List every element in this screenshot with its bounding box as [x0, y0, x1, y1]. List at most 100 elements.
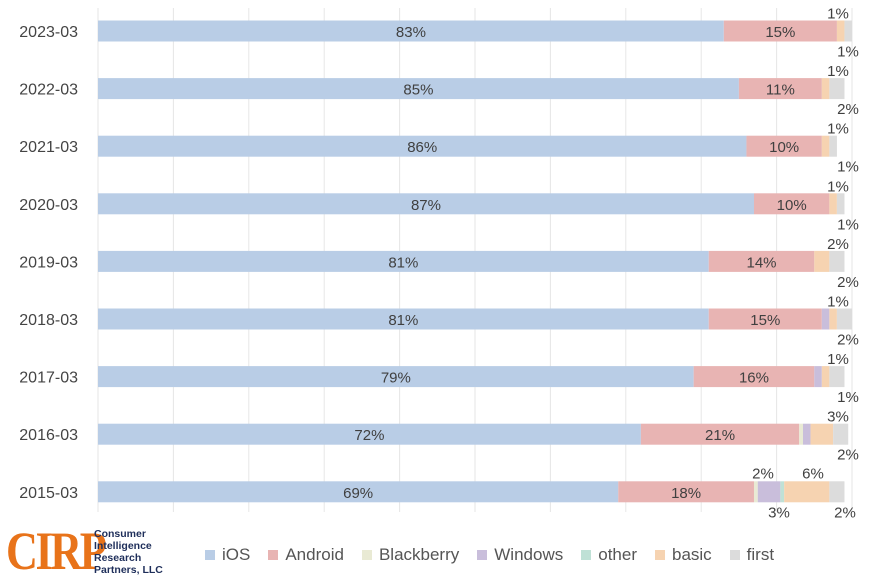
bar-segment-first: [833, 423, 849, 445]
legend-label: other: [598, 545, 637, 564]
data-label-android: 11%: [766, 82, 795, 99]
data-label-small: 1%: [827, 294, 849, 311]
legend-item-windows: Windows: [477, 545, 563, 565]
data-label-small: 2%: [827, 236, 849, 253]
bar-segment-ios: [98, 20, 724, 42]
legend-swatch: [729, 550, 740, 560]
bars: [98, 20, 852, 503]
bar-segment-ios: [98, 193, 754, 215]
bar-segment-first: [836, 308, 852, 330]
legend-item-android: Android: [268, 545, 344, 565]
data-label-small: 2%: [837, 332, 859, 349]
data-label-small: 6%: [802, 465, 824, 482]
bar-segment-basic: [829, 193, 837, 215]
data-label-small: 1%: [837, 44, 859, 61]
legend-label: Blackberry: [378, 545, 460, 564]
legend-swatch: [268, 550, 279, 560]
legend-item-ios: iOS: [205, 545, 250, 565]
bar-segment-windows: [821, 308, 830, 330]
data-label-small: 2%: [834, 504, 856, 521]
data-label-small: 2%: [837, 447, 859, 464]
category-label: 2019-03: [19, 254, 78, 271]
data-label-ios: 87%: [411, 197, 441, 214]
legend-label: iOS: [222, 545, 251, 564]
data-label-android: 16%: [739, 370, 769, 387]
bar-segment-android: [640, 423, 800, 445]
value-labels: 83% 15% 1% 1% 85% 11% 1% 2% 86% 10% 1% 1% 87% 10% 1% 1%…: [343, 6, 859, 522]
data-label-android: 15%: [765, 24, 795, 41]
bar-segment-first: [836, 193, 845, 215]
bar-segment-ios: [98, 366, 694, 388]
legend-label: Windows: [494, 545, 564, 564]
legend-swatch: [205, 550, 215, 560]
data-label-small: 3%: [827, 409, 849, 426]
bar-segment-android: [746, 135, 822, 157]
legend-label: first: [746, 545, 775, 564]
bar-segment-first: [829, 135, 837, 157]
legend-label: basic: [671, 545, 712, 564]
bar-segment-basic: [821, 366, 830, 388]
data-label-small: 1%: [837, 216, 859, 233]
data-label-ios: 69%: [343, 485, 373, 502]
bar-segment-first: [829, 250, 845, 272]
bar-segment-ios: [98, 423, 641, 445]
bar-segment-basic: [814, 250, 830, 272]
bar-segment-windows: [802, 423, 811, 445]
bar-segment-ios: [98, 308, 709, 330]
bar-segment-ios: [98, 78, 739, 100]
data-label-ios: 83%: [396, 24, 426, 41]
data-label-ios: 86%: [407, 139, 437, 156]
bar-segment-android: [708, 250, 815, 272]
legend-swatch: [581, 550, 592, 560]
legend: iOS Android Blackberry Windows other basic fir…: [205, 541, 792, 569]
category-label: 2015-03: [19, 485, 78, 502]
legend-swatch: [477, 550, 488, 560]
bar-segment-ios: [98, 481, 619, 503]
legend-item-other: other: [581, 545, 637, 565]
data-label-android: 15%: [750, 312, 780, 329]
bar-segment-first: [844, 20, 852, 42]
bar-segment-android: [708, 308, 822, 330]
data-label-small: 2%: [837, 101, 859, 118]
bar-segment-basic: [836, 20, 845, 42]
data-label-small: 2%: [752, 465, 774, 482]
category-label: 2022-03: [19, 82, 78, 99]
legend-item-blackberry: Blackberry: [361, 545, 460, 565]
bar-segment-windows: [814, 366, 822, 388]
data-label-ios: 81%: [388, 312, 418, 329]
cirp-logo: CIRP Consumer Intelligence Research Part…: [6, 522, 176, 582]
logo-mark: CIRP: [6, 521, 107, 581]
bar-segment-android: [618, 481, 754, 503]
bar-segment-basic: [821, 78, 830, 100]
category-label: 2023-03: [19, 24, 78, 41]
bar-segment-other: [780, 481, 785, 503]
logo-line-1: Consumer: [94, 528, 146, 540]
data-label-small: 2%: [837, 274, 859, 291]
data-label-android: 21%: [705, 427, 735, 444]
data-label-small: 1%: [827, 63, 849, 80]
bar-segment-first: [829, 366, 845, 388]
bar-segment-first: [829, 481, 845, 503]
category-label: 2021-03: [19, 139, 78, 156]
data-label-android: 10%: [777, 197, 807, 214]
data-label-small: 1%: [827, 178, 849, 195]
data-label-android: 18%: [671, 485, 701, 502]
data-label-small: 1%: [837, 389, 859, 406]
bar-segment-ios: [98, 250, 709, 272]
data-label-small: 1%: [837, 159, 859, 176]
data-label-ios: 81%: [388, 254, 418, 271]
legend-item-basic: basic: [654, 545, 712, 565]
legend-item-first: first: [729, 545, 775, 565]
data-label-small: 1%: [827, 6, 849, 23]
category-labels: 2023-03 2022-03 2021-03 2020-03 2019-03 2018-…: [19, 24, 78, 502]
bar-segment-first: [829, 78, 845, 100]
data-label-ios: 79%: [381, 370, 411, 387]
bar-segment-android: [738, 78, 822, 100]
logo-line-3: Research: [94, 552, 142, 564]
bar-segment-basic: [829, 308, 837, 330]
bar-segment-basic: [784, 481, 830, 503]
bar-segment-blackberry: [753, 481, 758, 503]
category-label: 2016-03: [19, 427, 78, 444]
bar-segment-windows: [757, 481, 781, 503]
